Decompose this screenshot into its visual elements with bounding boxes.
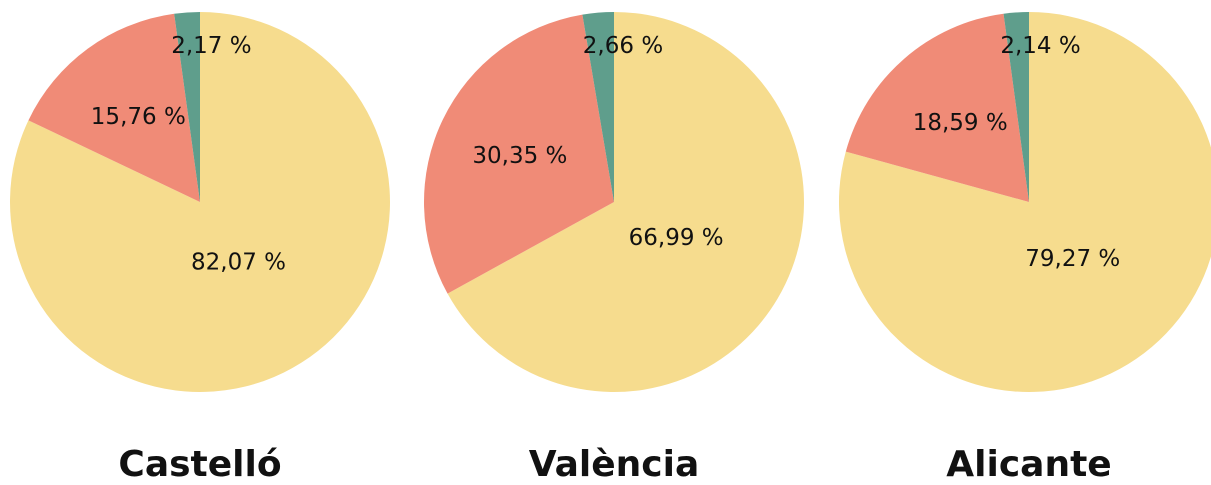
- slice-label: 2,14 %: [1000, 33, 1080, 59]
- slice-label: 18,59 %: [913, 110, 1008, 136]
- slice-label: 2,17 %: [171, 33, 251, 59]
- pie-slice: [1003, 12, 1029, 202]
- slice-label: 82,07 %: [191, 250, 286, 276]
- pie-title: Alicante: [946, 444, 1111, 485]
- pie-slice: [839, 12, 1211, 392]
- pie-title: València: [529, 444, 700, 485]
- pie-title: Castelló: [118, 444, 281, 485]
- pie-slice: [582, 12, 614, 202]
- slice-label: 30,35 %: [472, 143, 567, 169]
- slice-label: 79,27 %: [1025, 246, 1120, 272]
- slice-label: 2,66 %: [583, 33, 663, 59]
- slice-label: 66,99 %: [629, 225, 724, 251]
- slice-label: 15,76 %: [91, 104, 186, 130]
- pie-slice: [28, 13, 200, 202]
- pie-slice: [174, 12, 200, 202]
- pie-slice: [845, 13, 1029, 203]
- pie-slice: [424, 14, 614, 294]
- pie-slice: [447, 12, 804, 392]
